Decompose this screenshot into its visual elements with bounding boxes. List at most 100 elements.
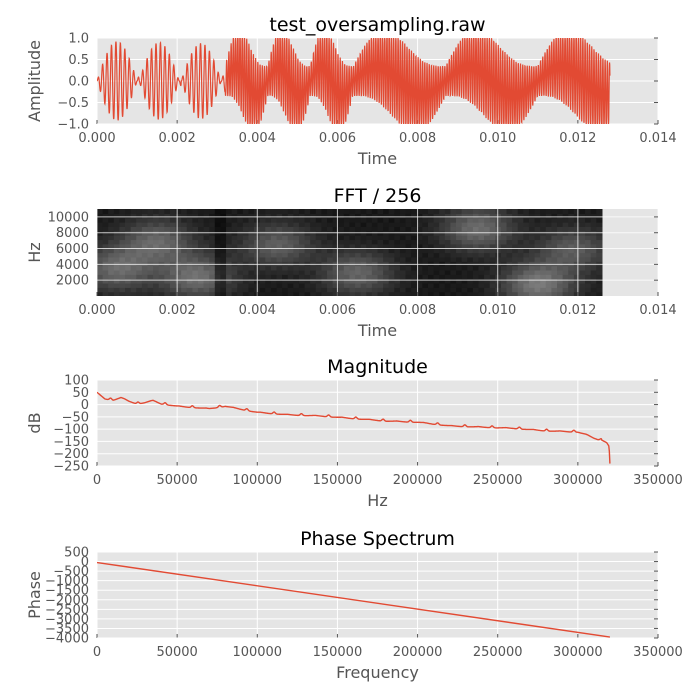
spectrogram-cell xyxy=(169,256,177,262)
spectrogram-cell xyxy=(102,265,109,271)
spectrogram-cell xyxy=(226,226,233,232)
spectrogram-cell xyxy=(562,222,569,227)
waveform-xlabel: Time xyxy=(357,149,397,168)
spectrogram-cell xyxy=(568,274,575,280)
spectrogram-cell xyxy=(573,226,581,232)
spectrogram-cell xyxy=(545,217,553,223)
spectrogram-cell xyxy=(242,269,250,275)
spectrogram-cell xyxy=(484,213,491,219)
waveform-series-line xyxy=(97,38,611,124)
spectrogram-cell xyxy=(416,278,423,284)
spectrogram-cell xyxy=(97,282,104,288)
spectrogram-cell xyxy=(287,274,294,280)
spectrogram-cell xyxy=(528,226,536,232)
spectrogram-cell xyxy=(304,256,311,262)
spectrogram-cell xyxy=(590,291,597,296)
spectrogram-cell xyxy=(192,265,199,271)
magnitude-ytick-label: 100 xyxy=(64,374,89,389)
spectrogram-cell xyxy=(545,274,553,280)
spectrogram-cell xyxy=(495,217,502,223)
spectrogram-cell xyxy=(282,235,289,241)
spectrogram-cell xyxy=(506,278,513,284)
spectrogram-cell xyxy=(534,252,541,258)
phase-xtick-label: 350000 xyxy=(633,645,683,660)
spectrogram-cell xyxy=(399,278,407,284)
spectrogram-cell xyxy=(394,248,401,254)
spectrogram-cell xyxy=(197,217,205,223)
spectrogram-cell xyxy=(141,261,149,267)
spectrogram-cell xyxy=(349,222,356,227)
spectrogram-cell xyxy=(355,243,362,249)
spectrogram-cell xyxy=(371,274,379,280)
spectrogram-cell xyxy=(97,248,104,254)
phase-panel-bg xyxy=(97,552,658,638)
spectrogram-cell xyxy=(226,248,233,254)
spectrogram-cell xyxy=(399,274,407,280)
spectrogram-cell xyxy=(304,261,311,267)
spectrogram-cell xyxy=(164,213,171,219)
spectrogram-cell xyxy=(332,252,339,258)
spectrogram-cell xyxy=(321,213,328,219)
spectrogram-cell xyxy=(444,265,452,271)
spectrogram-cell xyxy=(422,239,429,245)
spectrogram-cell xyxy=(545,209,553,214)
spectrogram-cell xyxy=(433,217,440,223)
spectrogram-cell xyxy=(349,274,356,280)
spectrogram-cell xyxy=(596,243,603,249)
phase-xtick-label: 0 xyxy=(93,645,101,660)
spectrogram-cell xyxy=(422,274,429,280)
spectrogram-cell xyxy=(203,291,210,296)
spectrogram-cell xyxy=(472,287,480,293)
spectrogram-cell xyxy=(310,226,317,232)
spectrogram-cell xyxy=(405,265,412,271)
spectrogram-cell xyxy=(192,252,199,258)
spectrogram-cell xyxy=(282,222,289,227)
spectrogram-cell xyxy=(327,282,334,288)
spectrogram-cell xyxy=(545,256,553,262)
spectrogram-cell xyxy=(130,278,137,284)
spectrogram-xtick-label: 0.014 xyxy=(639,303,676,318)
spectrogram-cell xyxy=(332,226,339,232)
spectrogram-cell xyxy=(141,256,149,262)
spectrogram-cell xyxy=(192,256,199,262)
spectrogram-cell xyxy=(237,248,244,254)
spectrogram-cell xyxy=(248,265,255,271)
spectrogram-cell xyxy=(298,265,306,271)
spectrogram-cell xyxy=(203,256,210,262)
spectrogram-cell xyxy=(439,269,446,275)
spectrogram-axes: 0.000 0.002 0.004 0.006 0.008 0.010 0.012 0.014… xyxy=(25,185,677,340)
spectrogram-cell xyxy=(343,291,351,296)
spectrogram-cell xyxy=(512,226,519,232)
spectrogram-cell xyxy=(422,287,429,293)
spectrogram-cell xyxy=(102,248,109,254)
spectrogram-cell xyxy=(388,243,395,249)
spectrogram-cell xyxy=(321,269,328,275)
spectrogram-cell xyxy=(186,243,193,249)
spectrogram-cell xyxy=(450,213,457,219)
spectrogram-cell xyxy=(186,291,193,296)
spectrogram-cell xyxy=(383,252,390,258)
spectrogram-cell xyxy=(119,274,126,280)
spectrogram-cell xyxy=(259,235,266,241)
spectrogram-cell xyxy=(439,243,446,249)
spectrogram-cell xyxy=(141,278,149,284)
spectrogram-cell xyxy=(108,278,115,284)
spectrogram-cell xyxy=(517,256,524,262)
spectrogram-cell xyxy=(209,239,216,245)
spectrogram-cell xyxy=(321,248,328,254)
spectrogram-cell xyxy=(399,226,407,232)
spectrogram-cell xyxy=(540,226,547,232)
spectrogram-cell xyxy=(315,217,322,223)
spectrogram-cell xyxy=(203,239,210,245)
spectrogram-cell xyxy=(242,209,250,214)
spectrogram-cell xyxy=(192,291,199,296)
spectrogram-cell xyxy=(327,261,334,267)
spectrogram-cell xyxy=(209,217,216,223)
spectrogram-cell xyxy=(130,213,137,219)
spectrogram-cell xyxy=(338,239,345,245)
spectrogram-cell xyxy=(197,243,205,249)
spectrogram-cell xyxy=(416,239,423,245)
spectrogram-cell xyxy=(276,252,283,258)
spectrogram-image xyxy=(97,209,603,296)
spectrogram-cell xyxy=(169,222,177,227)
